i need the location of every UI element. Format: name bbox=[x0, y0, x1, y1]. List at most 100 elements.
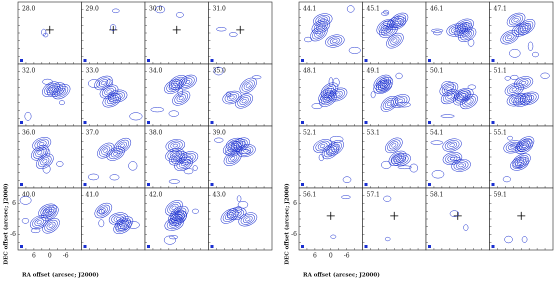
contour bbox=[467, 38, 475, 47]
contour bbox=[516, 77, 531, 88]
contour bbox=[332, 39, 338, 43]
panel-frame bbox=[208, 63, 273, 127]
contour bbox=[506, 12, 526, 28]
contour bbox=[346, 5, 355, 13]
channel-label: 33.0 bbox=[86, 68, 100, 75]
contour bbox=[236, 195, 242, 202]
beam bbox=[428, 245, 431, 248]
contour bbox=[325, 147, 335, 156]
contour bbox=[21, 218, 30, 224]
contour bbox=[330, 234, 337, 239]
contour bbox=[513, 92, 533, 107]
beam bbox=[428, 59, 431, 62]
contour bbox=[239, 97, 249, 105]
contour bbox=[30, 228, 41, 234]
contour bbox=[167, 140, 183, 151]
x-tick-label: 0 bbox=[329, 253, 333, 260]
beam bbox=[147, 59, 150, 62]
contour bbox=[106, 79, 113, 88]
channel-label: 51.1 bbox=[494, 68, 507, 75]
channel-panel: 38.0 bbox=[144, 125, 209, 189]
channel-label: 40.0 bbox=[22, 192, 36, 199]
contour bbox=[381, 11, 389, 16]
contour bbox=[313, 13, 333, 27]
contour bbox=[381, 25, 396, 37]
contour bbox=[451, 26, 462, 34]
contour bbox=[504, 235, 513, 244]
contour bbox=[527, 41, 534, 51]
contour bbox=[449, 143, 455, 148]
channel-panel: 33.0 bbox=[81, 63, 146, 127]
contour bbox=[251, 75, 262, 80]
contour bbox=[46, 221, 56, 230]
panel-frame bbox=[425, 1, 490, 65]
contour bbox=[121, 221, 127, 226]
contour bbox=[180, 76, 195, 88]
contour bbox=[245, 217, 251, 222]
contour bbox=[456, 162, 467, 169]
contour bbox=[150, 107, 164, 113]
contour bbox=[35, 148, 45, 157]
contour bbox=[393, 154, 409, 165]
contour bbox=[31, 145, 49, 161]
panel-frame bbox=[362, 1, 427, 65]
channel-panel: 45.1 bbox=[362, 1, 427, 65]
contour bbox=[396, 102, 411, 108]
contour bbox=[171, 152, 186, 164]
contour bbox=[329, 135, 344, 143]
contour bbox=[112, 8, 120, 14]
contour bbox=[167, 149, 182, 160]
contour bbox=[333, 90, 343, 99]
contour bbox=[373, 79, 393, 94]
beam bbox=[83, 121, 87, 124]
contour bbox=[327, 36, 343, 46]
contour bbox=[112, 92, 123, 100]
contour bbox=[507, 135, 513, 141]
phase-center bbox=[517, 211, 526, 220]
contour bbox=[242, 215, 253, 224]
contour bbox=[96, 204, 110, 217]
contour bbox=[169, 235, 178, 240]
beam bbox=[210, 59, 214, 62]
channel-label: 37.0 bbox=[86, 130, 100, 137]
contour bbox=[43, 32, 49, 38]
channel-label: 31.0 bbox=[213, 6, 227, 13]
beam bbox=[20, 245, 23, 248]
contour bbox=[455, 18, 474, 33]
y-tick-label: -6 bbox=[10, 231, 16, 238]
contour bbox=[453, 28, 459, 32]
contour bbox=[382, 20, 396, 27]
contour bbox=[457, 20, 472, 31]
contour bbox=[467, 84, 477, 90]
contour bbox=[509, 14, 524, 26]
contour bbox=[519, 142, 529, 151]
channel-panel: 39.0 bbox=[208, 125, 273, 189]
contour bbox=[97, 142, 115, 159]
contour bbox=[41, 28, 47, 36]
contour bbox=[178, 74, 197, 90]
contour bbox=[168, 179, 180, 184]
contour bbox=[532, 51, 539, 58]
contour bbox=[36, 140, 47, 148]
contour bbox=[515, 139, 534, 154]
channel-label: 52.1 bbox=[303, 130, 316, 137]
contour bbox=[387, 139, 401, 152]
contour bbox=[448, 25, 464, 35]
contour bbox=[229, 32, 238, 37]
contour bbox=[514, 160, 525, 168]
contour bbox=[178, 151, 199, 165]
contour bbox=[238, 145, 254, 156]
contour bbox=[243, 81, 253, 90]
channel-label: 32.0 bbox=[22, 68, 36, 75]
contour bbox=[342, 176, 352, 183]
contour bbox=[316, 22, 326, 31]
contour bbox=[185, 80, 191, 85]
contour bbox=[518, 79, 529, 87]
contour bbox=[33, 146, 47, 159]
contour bbox=[332, 77, 340, 87]
channel-panel: 37.0 bbox=[81, 125, 146, 189]
channel-panel: 30.0 bbox=[144, 1, 209, 65]
contour bbox=[328, 149, 333, 154]
channel-label: 41.0 bbox=[86, 192, 100, 199]
contour bbox=[386, 101, 392, 107]
